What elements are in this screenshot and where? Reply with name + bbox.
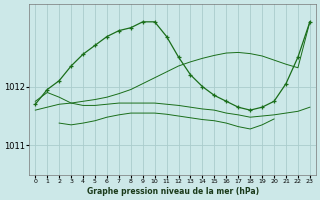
X-axis label: Graphe pression niveau de la mer (hPa): Graphe pression niveau de la mer (hPa) [86, 187, 259, 196]
